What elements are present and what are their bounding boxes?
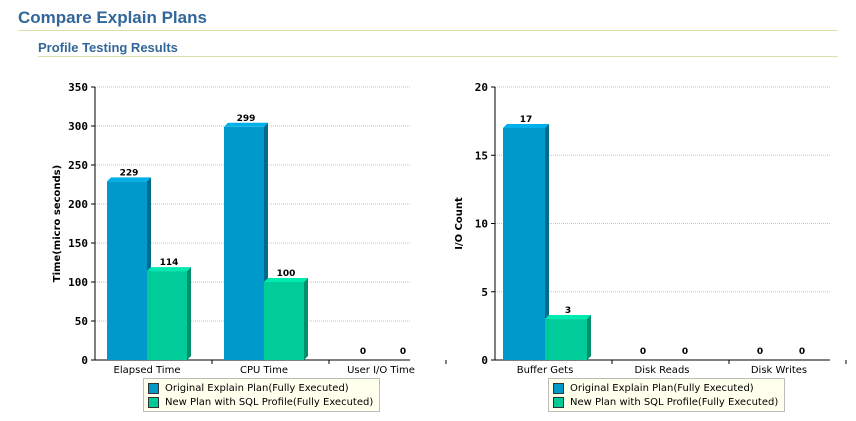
- io-chart-x-tick-label: Disk Reads: [635, 365, 690, 376]
- time-chart-x-tick-label: CPU Time: [240, 365, 288, 376]
- time-chart-bar-original: [224, 126, 264, 360]
- time-chart-legend: Original Explain Plan(Fully Executed) Ne…: [143, 378, 381, 412]
- section-title: Profile Testing Results: [38, 40, 178, 55]
- time-chart-data-label: 229: [120, 168, 139, 178]
- legend-swatch-new-plan: [148, 396, 159, 408]
- time-chart-data-label: 114: [160, 258, 179, 268]
- legend-entry-new-plan: New Plan with SQL Profile(Fully Executed…: [148, 395, 373, 409]
- time-chart-y-tick-label: 100: [68, 276, 88, 289]
- legend-entry-original: Original Explain Plan(Fully Executed): [148, 381, 373, 395]
- io-chart-y-axis-label: I/O Count: [454, 197, 465, 250]
- legend-label-new-plan: New Plan with SQL Profile(Fully Executed…: [165, 396, 374, 408]
- time-chart-x-tick-label: User I/O Time: [347, 365, 415, 376]
- legend-entry-new-plan: New Plan with SQL Profile(Fully Executed…: [553, 395, 778, 409]
- time-chart-y-tick-label: 250: [68, 159, 88, 172]
- time-chart-bar-original: [107, 181, 147, 360]
- io-chart-bar-new-plan: [545, 319, 587, 360]
- io-chart-y-tick-label: 15: [475, 149, 488, 162]
- io-chart-data-label: 0: [799, 347, 805, 357]
- io-chart-x-tick-label: Disk Writes: [751, 365, 807, 376]
- io-chart-data-label: 0: [757, 347, 763, 357]
- legend-label-new-plan: New Plan with SQL Profile(Fully Executed…: [570, 396, 779, 408]
- page-title: Compare Explain Plans: [18, 8, 207, 27]
- io-chart-data-label: 3: [565, 306, 571, 316]
- time-chart-data-label: 0: [360, 347, 366, 357]
- legend-label-original: Original Explain Plan(Fully Executed): [165, 382, 349, 394]
- title-divider: [18, 30, 838, 31]
- time-chart-y-tick-label: 150: [68, 237, 88, 250]
- time-chart-data-label: 0: [400, 347, 406, 357]
- legend-swatch-new-plan: [553, 396, 564, 408]
- time-chart-bar-top-new-plan: [264, 278, 308, 282]
- io-chart-data-label: 0: [640, 347, 646, 357]
- time-chart-x-tick-label: Elapsed Time: [114, 365, 181, 376]
- time-chart-bar-new-plan: [264, 282, 304, 360]
- io-chart-data-label: 17: [520, 115, 533, 125]
- time-chart-y-tick-label: 350: [68, 81, 88, 94]
- time-chart-data-label: 299: [237, 114, 256, 124]
- io-chart-y-tick-label: 20: [475, 81, 488, 94]
- time-chart-data-label: 100: [277, 269, 296, 279]
- section-divider: [38, 56, 838, 57]
- legend-label-original: Original Explain Plan(Fully Executed): [570, 382, 754, 394]
- io-chart-legend: Original Explain Plan(Fully Executed) Ne…: [548, 378, 786, 412]
- io-chart-bar-top-original: [503, 123, 549, 128]
- time-chart-bar-new-plan: [147, 271, 187, 360]
- time-chart-y-tick-label: 200: [68, 198, 88, 211]
- legend-swatch-original: [148, 382, 159, 394]
- io-chart-bar-side-original: [545, 123, 549, 360]
- time-chart-bar-side-new-plan: [187, 267, 191, 360]
- time-chart-y-tick-label: 50: [75, 315, 88, 328]
- io-chart-bar-side-new-plan: [587, 315, 591, 360]
- io-chart-bar-top-new-plan: [545, 315, 591, 320]
- io-chart-x-tick-label: Buffer Gets: [517, 365, 574, 376]
- time-chart-y-tick-label: 0: [81, 354, 88, 367]
- time-chart-y-axis-label: Time(micro seconds): [52, 165, 63, 282]
- time-chart-bar-top-original: [107, 177, 151, 182]
- io-chart-y-tick-label: 0: [481, 354, 488, 367]
- io-chart-y-tick-label: 5: [481, 286, 488, 299]
- time-chart-bar-top-new-plan: [147, 267, 191, 272]
- legend-swatch-original: [553, 382, 564, 394]
- io-chart-y-tick-label: 10: [475, 218, 488, 231]
- legend-entry-original: Original Explain Plan(Fully Executed): [553, 381, 778, 395]
- io-chart-bar-original: [503, 127, 545, 360]
- io-chart-data-label: 0: [682, 347, 688, 357]
- time-chart-bar-top-original: [224, 122, 268, 127]
- time-chart-y-tick-label: 300: [68, 120, 88, 133]
- time-chart-bar-side-new-plan: [304, 278, 308, 360]
